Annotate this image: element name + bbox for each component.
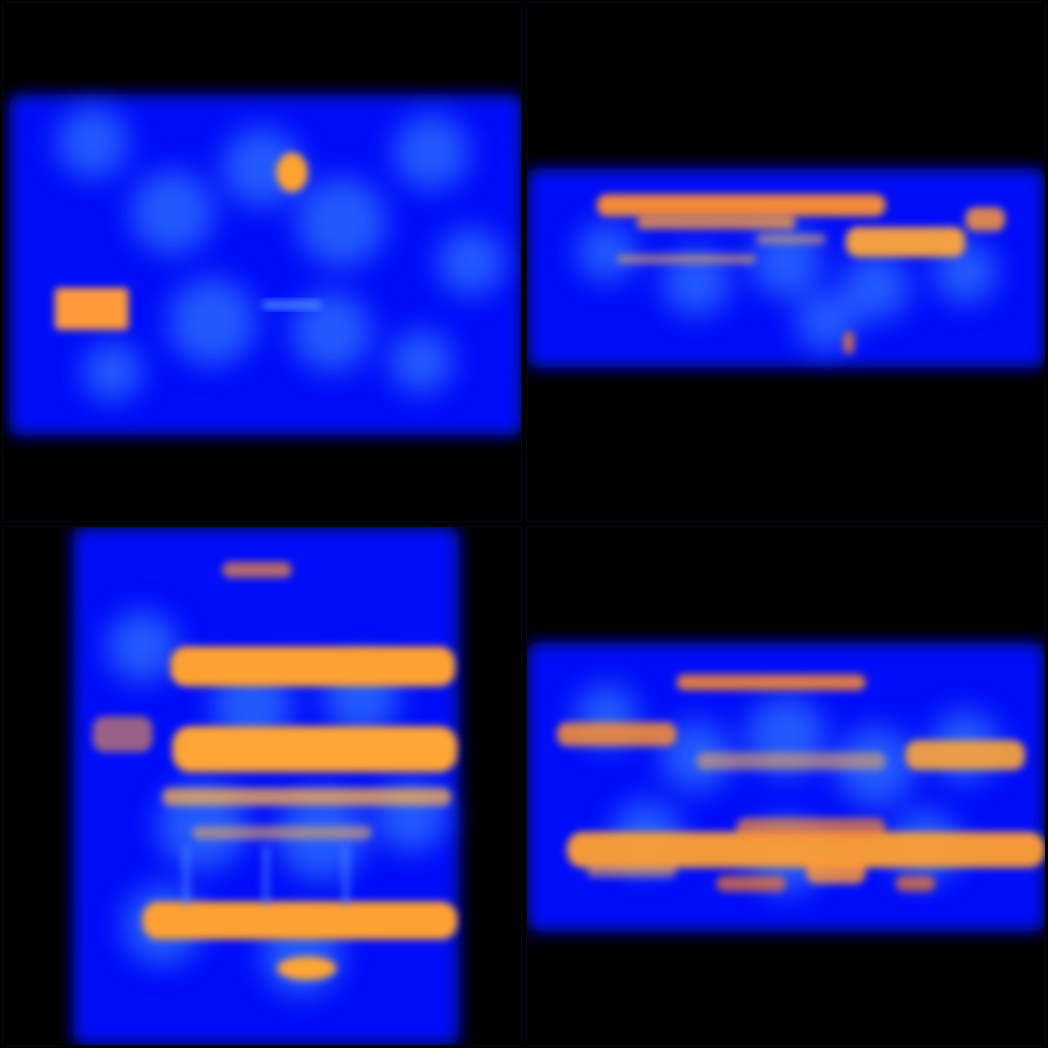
panel-bottom-left-canvas [3, 527, 521, 1045]
panel-top-left-canvas [3, 3, 521, 521]
bl-faint-grid [182, 845, 350, 906]
tl-orange-spot [275, 152, 308, 193]
tl-orange-block [54, 287, 129, 330]
bl-orange-bands [92, 561, 458, 981]
tl-orange-features [54, 152, 308, 330]
panel-bottom-right-canvas [527, 527, 1045, 1045]
panel-top-right [526, 2, 1046, 522]
panel-bottom-left [2, 526, 522, 1046]
panel-top-right-canvas [527, 3, 1045, 521]
panel-bottom-right [526, 526, 1046, 1046]
tl-light-blue-texture [56, 106, 506, 402]
tr-orange-band [596, 194, 1006, 354]
panel-top-left [2, 2, 522, 522]
br-orange-patches [556, 674, 1045, 892]
tl-faint-streak [262, 299, 322, 310]
